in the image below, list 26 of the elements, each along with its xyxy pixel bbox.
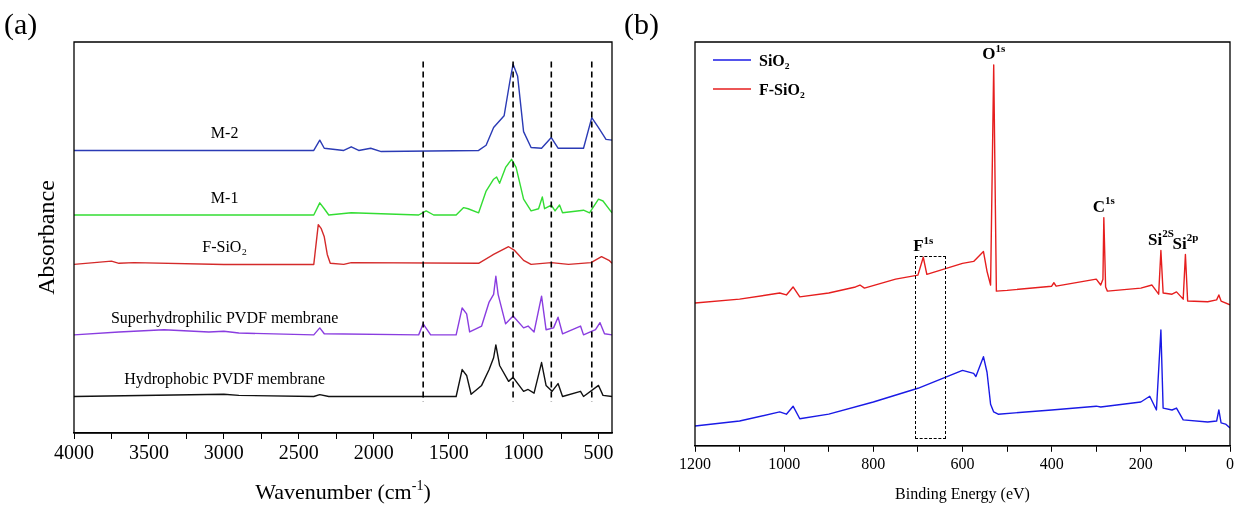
x-tick-label: 3500 (128, 441, 169, 464)
x-tick-label: 3000 (203, 441, 244, 464)
x-tick-label: 2500 (278, 441, 319, 464)
x-tick-label: 1200 (679, 454, 711, 472)
x-tick-label: 1000 (503, 441, 544, 464)
x-tick-label: 2000 (353, 441, 394, 464)
legend-label: F-SiO₂ (759, 81, 805, 98)
x-tick-label: 4000 (54, 441, 94, 464)
legend-label: SiO₂ (759, 52, 790, 69)
x-tick-label: 400 (1039, 454, 1064, 472)
chart-title: (a) (4, 7, 38, 41)
series-label: M-1 (210, 189, 239, 206)
x-axis-title: Binding Energy (eV) (895, 485, 1030, 503)
x-tick-label: 600 (950, 454, 975, 472)
x-tick-label: 0 (1226, 454, 1234, 472)
x-tick-label: 1500 (428, 441, 469, 464)
x-tick-label: 500 (583, 441, 614, 464)
series-label: F-SiO₂ (202, 238, 247, 256)
x-tick-label: 800 (861, 454, 886, 472)
series-label: Hydrophobic PVDF membrane (124, 370, 326, 389)
chart-title: (b) (624, 7, 659, 41)
series-label: M-2 (210, 124, 239, 142)
series-label: Superhydrophilic PVDF membrane (110, 308, 339, 327)
x-tick-label: 200 (1128, 454, 1153, 472)
x-tick-label: 1000 (768, 454, 801, 472)
y-axis-title: Absorbance (33, 180, 59, 295)
